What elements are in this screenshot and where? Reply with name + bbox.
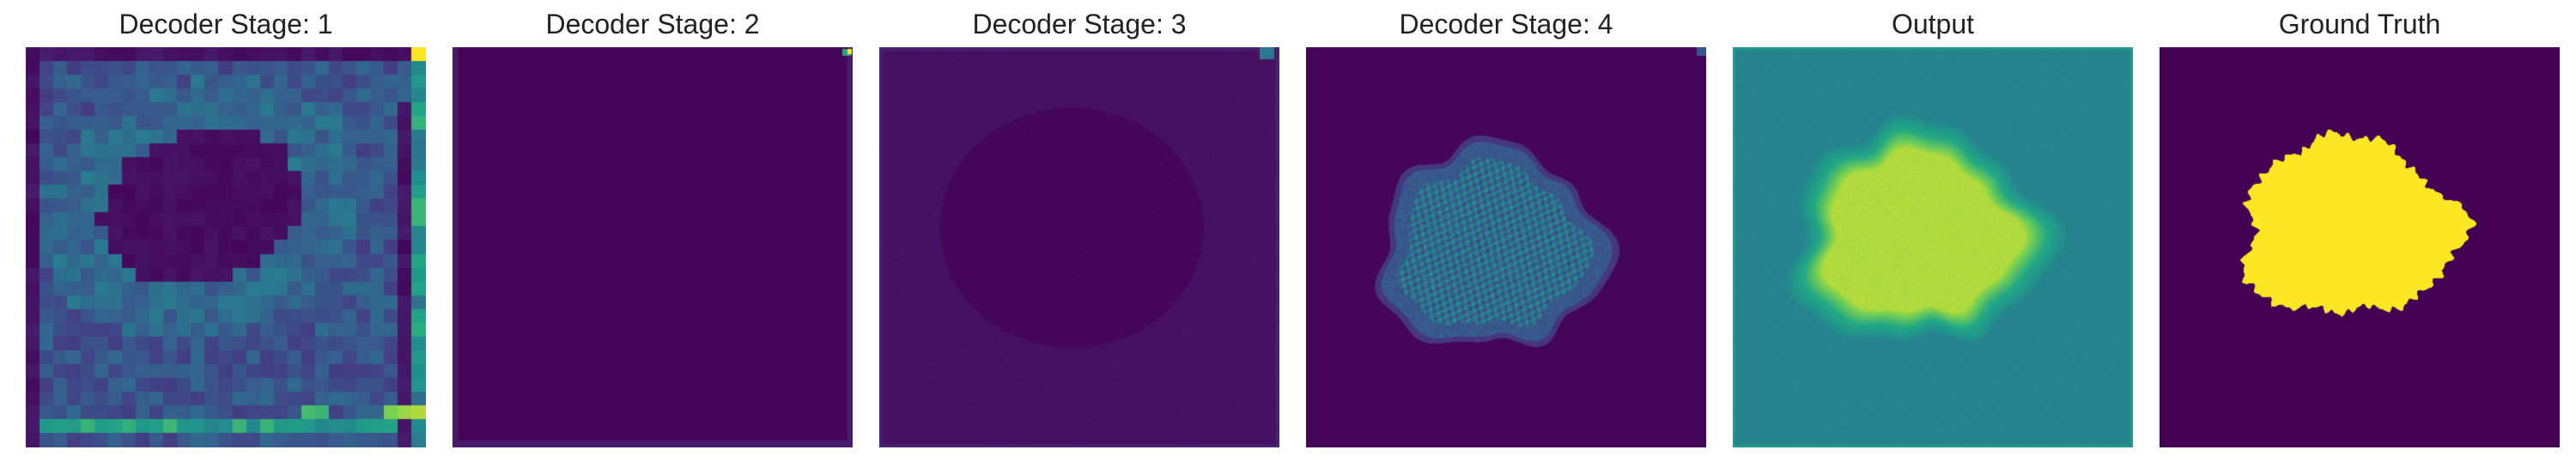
panel-decoder-stage-1: Decoder Stage: 1 — [26, 0, 426, 462]
panel-title: Decoder Stage: 4 — [1399, 9, 1613, 40]
panel-title: Decoder Stage: 3 — [972, 9, 1187, 40]
panel-title: Ground Truth — [2278, 9, 2441, 40]
panel-output: Output — [1733, 0, 2133, 462]
panel-title: Output — [1891, 9, 1975, 40]
feature-map-decoder-stage-1 — [26, 47, 426, 447]
feature-map-decoder-stage-2 — [453, 47, 853, 447]
panel-ground-truth: Ground Truth — [2160, 0, 2560, 462]
panel-decoder-stage-2: Decoder Stage: 2 — [453, 0, 853, 462]
ground-truth-mask — [2160, 47, 2560, 447]
panel-title: Decoder Stage: 2 — [545, 9, 760, 40]
feature-map-decoder-stage-4 — [1306, 47, 1706, 447]
feature-map-decoder-stage-3 — [879, 47, 1279, 447]
output-probability-map — [1733, 47, 2133, 447]
panel-title: Decoder Stage: 1 — [118, 9, 333, 40]
panel-decoder-stage-3: Decoder Stage: 3 — [879, 0, 1279, 462]
panel-decoder-stage-4: Decoder Stage: 4 — [1306, 0, 1706, 462]
